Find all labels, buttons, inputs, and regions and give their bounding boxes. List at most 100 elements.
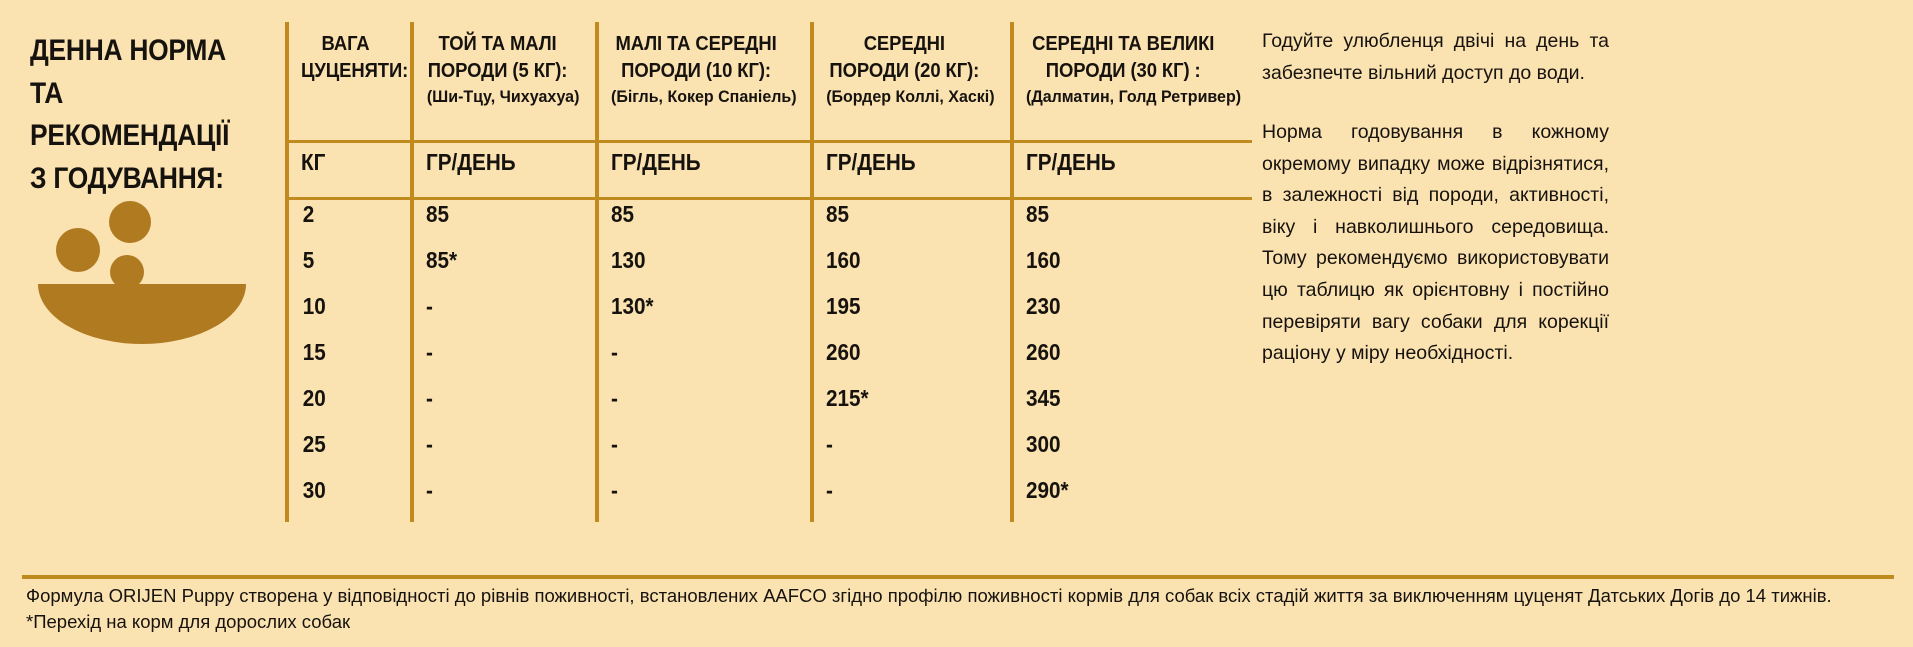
cell-medium: 85 bbox=[810, 197, 1012, 246]
column-breeds: (Бігль, Кокер Спаніель) bbox=[611, 87, 797, 106]
cell-weight: 20 bbox=[285, 384, 412, 430]
cell-small-medium: - bbox=[595, 338, 812, 384]
cell-medium: 215* bbox=[810, 384, 1012, 430]
title-panel: ДЕННА НОРМА ТА РЕКОМЕНДАЦІЇ З ГОДУВАННЯ: bbox=[0, 0, 285, 575]
cell-medium-large: 85 bbox=[1010, 197, 1252, 246]
column-title-line1: СЕРЕДНІ bbox=[863, 32, 945, 55]
unit-label: ГР/ДЕНЬ bbox=[826, 149, 916, 175]
cell-value: 260 bbox=[826, 339, 861, 365]
cell-value: 20 bbox=[302, 385, 326, 411]
dog-food-bowl-icon bbox=[38, 200, 246, 345]
table-row: 30 - - - 290* bbox=[285, 476, 1252, 522]
cell-small-medium: 130* bbox=[595, 292, 812, 338]
page-title: ДЕННА НОРМА ТА РЕКОМЕНДАЦІЇ З ГОДУВАННЯ: bbox=[30, 34, 230, 195]
notes-panel: Годуйте улюбленця двічі на день та забез… bbox=[1262, 26, 1887, 370]
feeding-table: ВАГА ЦУЦЕНЯТИ: ТОЙ ТА МАЛІ ПОРОДИ (5 КГ)… bbox=[285, 22, 1252, 522]
cell-toy-small: 85* bbox=[410, 246, 597, 292]
cell-value: 85* bbox=[426, 247, 458, 273]
column-header-weight: ВАГА ЦУЦЕНЯТИ: bbox=[285, 22, 412, 142]
cell-value: 2 bbox=[302, 201, 315, 227]
note-paragraph-variation: Норма годовування в кожному окремому вип… bbox=[1262, 121, 1609, 365]
unit-label: КГ bbox=[301, 149, 326, 175]
cell-value: - bbox=[426, 339, 433, 365]
cell-value: 10 bbox=[302, 293, 326, 319]
table-row: 25 - - - 300 bbox=[285, 430, 1252, 476]
cell-value: 85 bbox=[1026, 201, 1050, 227]
column-title-line2: ПОРОДИ (10 КГ): bbox=[621, 59, 771, 83]
table-row: 2 85 85 85 85 bbox=[285, 197, 1252, 246]
unit-cell-weight: КГ bbox=[285, 140, 412, 199]
footnote-text: Формула ORIJEN Puppy створена у відповід… bbox=[26, 585, 1832, 632]
cell-toy-small: 85 bbox=[410, 197, 597, 246]
cell-weight: 30 bbox=[285, 476, 412, 522]
column-header-medium-large: СЕРЕДНІ ТА ВЕЛИКІ ПОРОДИ (30 КГ) : (Далм… bbox=[1010, 22, 1252, 142]
cell-value: 345 bbox=[1026, 385, 1061, 411]
cell-toy-small: - bbox=[410, 476, 597, 522]
cell-medium-large: 300 bbox=[1010, 430, 1252, 476]
table-row: 10 - 130* 195 230 bbox=[285, 292, 1252, 338]
cell-value: 300 bbox=[1026, 431, 1061, 457]
unit-label: ГР/ДЕНЬ bbox=[611, 149, 701, 175]
feeding-table-wrapper: ВАГА ЦУЦЕНЯТИ: ТОЙ ТА МАЛІ ПОРОДИ (5 КГ)… bbox=[285, 22, 1252, 575]
column-header-small-medium: МАЛІ ТА СЕРЕДНІ ПОРОДИ (10 КГ): (Бігль, … bbox=[595, 22, 812, 142]
unit-cell-toy-small: ГР/ДЕНЬ bbox=[410, 140, 597, 199]
table-body: 2 85 85 85 85 5 85* 130 160 160 10-130* 195 230 15- -2… bbox=[285, 197, 1252, 522]
cell-medium: 160 bbox=[810, 246, 1012, 292]
cell-value: 25 bbox=[302, 431, 326, 457]
column-title-line1: МАЛІ ТА СЕРЕДНІ bbox=[615, 32, 777, 55]
cell-medium-large: 230 bbox=[1010, 292, 1252, 338]
column-title-line1: ВАГА bbox=[321, 32, 370, 55]
cell-weight: 15 bbox=[285, 338, 412, 384]
column-header-medium: СЕРЕДНІ ПОРОДИ (20 КГ): (Бордер Коллі, Х… bbox=[810, 22, 1012, 142]
column-breeds: (Бордер Коллі, Хаскі) bbox=[826, 87, 995, 106]
cell-medium-large: 290* bbox=[1010, 476, 1252, 522]
cell-value: - bbox=[426, 431, 433, 457]
table-row: 5 85* 130 160 160 bbox=[285, 246, 1252, 292]
cell-value: - bbox=[611, 339, 618, 365]
cell-value: 15 bbox=[302, 339, 326, 365]
cell-small-medium: 85 bbox=[595, 197, 812, 246]
cell-value: - bbox=[611, 477, 618, 503]
table-row: 20 - - 215* 345 bbox=[285, 384, 1252, 430]
cell-value: - bbox=[426, 477, 433, 503]
cell-value: 160 bbox=[826, 247, 861, 273]
column-title-line2: ЦУЦЕНЯТИ: bbox=[301, 59, 409, 83]
cell-value: 85 bbox=[826, 201, 850, 227]
column-breeds: (Ши-Тцу, Чихуахуа) bbox=[426, 87, 580, 106]
cell-value: 230 bbox=[1026, 293, 1061, 319]
table-header-row: ВАГА ЦУЦЕНЯТИ: ТОЙ ТА МАЛІ ПОРОДИ (5 КГ)… bbox=[285, 22, 1252, 142]
unit-cell-small-medium: ГР/ДЕНЬ bbox=[595, 140, 812, 199]
column-title-line2: ПОРОДИ (5 КГ): bbox=[427, 59, 568, 83]
cell-value: 160 bbox=[1026, 247, 1061, 273]
cell-weight: 10 bbox=[285, 292, 412, 338]
cell-medium: 260 bbox=[810, 338, 1012, 384]
cell-medium-large: 345 bbox=[1010, 384, 1252, 430]
column-title-line2: ПОРОДИ (20 КГ): bbox=[829, 59, 980, 83]
cell-value: 260 bbox=[1026, 339, 1061, 365]
unit-cell-medium: ГР/ДЕНЬ bbox=[810, 140, 1012, 199]
unit-cell-medium-large: ГР/ДЕНЬ bbox=[1010, 140, 1252, 199]
column-title-line1: ТОЙ ТА МАЛІ bbox=[438, 32, 557, 55]
cell-small-medium: 130 bbox=[595, 246, 812, 292]
note-paragraph-feeding: Годуйте улюбленця двічі на день та забез… bbox=[1262, 30, 1609, 84]
table-row: 15 - - 260 260 bbox=[285, 338, 1252, 384]
cell-value: 85 bbox=[426, 201, 450, 227]
cell-value: 5 bbox=[302, 247, 315, 273]
cell-value: - bbox=[611, 385, 618, 411]
cell-value: 195 bbox=[826, 293, 861, 319]
cell-medium: 195 bbox=[810, 292, 1012, 338]
cell-value: 30 bbox=[302, 477, 326, 503]
table-unit-row: КГ ГР/ДЕНЬ ГР/ДЕНЬ ГР/ДЕНЬ ГР/ДЕНЬ bbox=[285, 140, 1252, 199]
unit-label: ГР/ДЕНЬ bbox=[1026, 149, 1116, 175]
footer-divider bbox=[22, 575, 1894, 579]
cell-value: 85 bbox=[611, 201, 635, 227]
cell-weight: 25 bbox=[285, 430, 412, 476]
cell-value: 290* bbox=[1026, 477, 1069, 503]
cell-toy-small: - bbox=[410, 384, 597, 430]
cell-medium: - bbox=[810, 430, 1012, 476]
cell-value: - bbox=[426, 385, 433, 411]
cell-value: - bbox=[826, 477, 833, 503]
column-breeds: (Далматин, Голд Ретривер) bbox=[1026, 87, 1242, 106]
cell-weight: 5 bbox=[285, 246, 412, 292]
